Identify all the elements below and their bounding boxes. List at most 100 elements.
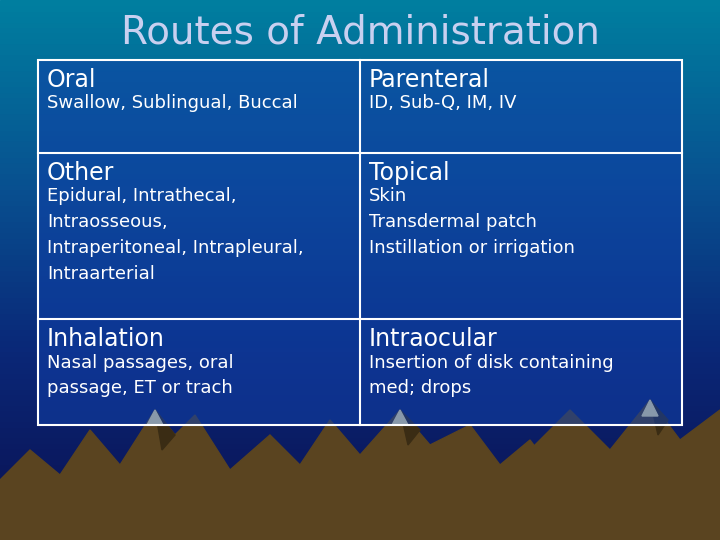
Bar [0, 124, 720, 130]
Bar [0, 0, 720, 5]
Bar [0, 248, 720, 254]
Bar [0, 146, 720, 151]
Bar [0, 524, 720, 529]
Bar [0, 27, 720, 32]
Bar [0, 32, 720, 38]
Bar [0, 362, 720, 367]
Bar [0, 227, 720, 232]
Bar [0, 216, 720, 221]
Bar [0, 491, 720, 497]
Bar [38, 319, 360, 425]
Text: Other: Other [47, 161, 114, 185]
Bar [0, 297, 720, 302]
Text: ID, Sub-Q, IM, IV: ID, Sub-Q, IM, IV [369, 94, 516, 112]
Bar [0, 329, 720, 335]
Bar [0, 292, 720, 297]
Bar [0, 518, 720, 524]
Bar [0, 189, 720, 194]
Bar [0, 319, 720, 324]
Bar [360, 153, 682, 319]
Bar [0, 394, 720, 400]
Bar [0, 167, 720, 173]
Bar [0, 513, 720, 518]
Bar [0, 194, 720, 200]
Bar [0, 92, 720, 97]
Bar [38, 60, 360, 153]
Bar [0, 378, 720, 383]
Polygon shape [642, 400, 658, 416]
Bar [0, 405, 720, 410]
Bar [0, 205, 720, 211]
Text: Insertion of disk containing
med; drops: Insertion of disk containing med; drops [369, 354, 613, 397]
Bar [0, 65, 720, 70]
Bar [0, 22, 720, 27]
Text: Oral: Oral [47, 68, 96, 92]
Bar [0, 313, 720, 319]
Polygon shape [650, 400, 668, 435]
Bar [0, 38, 720, 43]
Bar [0, 184, 720, 189]
Bar [0, 97, 720, 103]
Text: Inhalation: Inhalation [47, 327, 165, 351]
Bar [38, 153, 360, 319]
Bar [0, 432, 720, 437]
Bar [0, 286, 720, 292]
Bar [0, 43, 720, 49]
Bar [0, 135, 720, 140]
Polygon shape [400, 410, 420, 445]
Text: Topical: Topical [369, 161, 449, 185]
Bar [0, 281, 720, 286]
Polygon shape [0, 410, 560, 540]
Bar [0, 86, 720, 92]
Bar [0, 59, 720, 65]
Bar [38, 60, 682, 425]
Bar [0, 351, 720, 356]
Bar [0, 346, 720, 351]
Text: Nasal passages, oral
passage, ET or trach: Nasal passages, oral passage, ET or trac… [47, 354, 233, 397]
Bar [0, 130, 720, 135]
Bar [0, 70, 720, 76]
Bar [0, 356, 720, 362]
Bar [0, 254, 720, 259]
Bar [0, 454, 720, 459]
Bar [0, 302, 720, 308]
Bar [0, 76, 720, 81]
Bar [0, 151, 720, 157]
Polygon shape [530, 400, 720, 540]
Bar [0, 443, 720, 448]
Bar [0, 508, 720, 513]
Polygon shape [147, 410, 163, 425]
Text: Epidural, Intrathecal,
Intraosseous,
Intraperitoneal, Intrapleural,
Intraarteria: Epidural, Intrathecal, Intraosseous, Int… [47, 187, 304, 282]
Bar [0, 259, 720, 265]
Bar [0, 221, 720, 227]
Bar [0, 270, 720, 275]
Bar [0, 11, 720, 16]
Bar [0, 200, 720, 205]
Bar [0, 535, 720, 540]
Polygon shape [560, 430, 720, 540]
Text: Swallow, Sublingual, Buccal: Swallow, Sublingual, Buccal [47, 94, 298, 112]
Bar [0, 410, 720, 416]
Text: Routes of Administration: Routes of Administration [120, 13, 600, 51]
Bar [0, 81, 720, 86]
Bar [0, 529, 720, 535]
Bar [360, 60, 682, 153]
Bar [0, 502, 720, 508]
Bar [0, 427, 720, 432]
Bar [0, 308, 720, 313]
Bar [0, 335, 720, 340]
Bar [0, 324, 720, 329]
Bar [0, 459, 720, 464]
Text: Intraocular: Intraocular [369, 327, 498, 351]
Text: Skin
Transdermal patch
Instillation or irrigation: Skin Transdermal patch Instillation or i… [369, 187, 575, 257]
Bar [0, 383, 720, 389]
Bar [0, 103, 720, 108]
Bar [0, 486, 720, 491]
Bar [0, 162, 720, 167]
Polygon shape [392, 410, 408, 425]
Bar [360, 319, 682, 425]
Bar [0, 157, 720, 162]
Bar [0, 119, 720, 124]
Bar [0, 5, 720, 11]
Bar [0, 108, 720, 113]
